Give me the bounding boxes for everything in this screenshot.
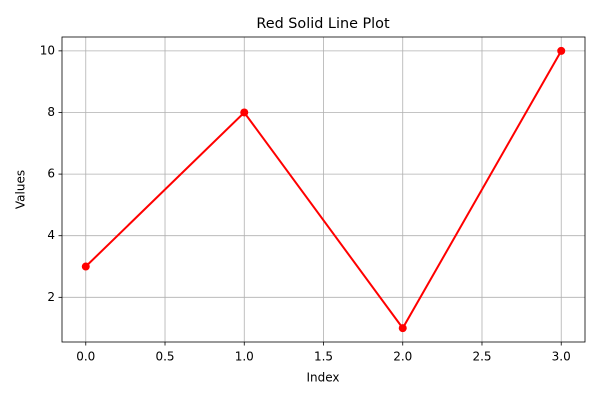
y-tick-label: 4 bbox=[47, 228, 55, 242]
line bbox=[85, 50, 563, 330]
y-tick-label: 10 bbox=[40, 43, 55, 57]
chart-title: Red Solid Line Plot bbox=[256, 16, 390, 32]
y-tick-label: 2 bbox=[47, 290, 55, 304]
x-tick-label: 1.5 bbox=[314, 350, 333, 364]
x-tick-label: 0.5 bbox=[155, 350, 174, 364]
x-tick-label: 2.5 bbox=[472, 350, 491, 364]
y-tick-label: 8 bbox=[47, 105, 55, 119]
x-tick-label: 2.0 bbox=[393, 350, 412, 364]
point bbox=[240, 108, 249, 117]
y-axis-label: Values bbox=[14, 170, 28, 209]
x-tick-label: 1.0 bbox=[235, 350, 254, 364]
point bbox=[398, 324, 407, 333]
x-tick-label: 3.0 bbox=[552, 350, 571, 364]
point bbox=[81, 262, 90, 271]
plot-frame bbox=[61, 36, 586, 343]
y-tick-label: 6 bbox=[47, 167, 55, 181]
x-tick-label: 0.0 bbox=[76, 350, 95, 364]
x-axis-label: Index bbox=[306, 371, 339, 385]
point bbox=[557, 46, 566, 55]
